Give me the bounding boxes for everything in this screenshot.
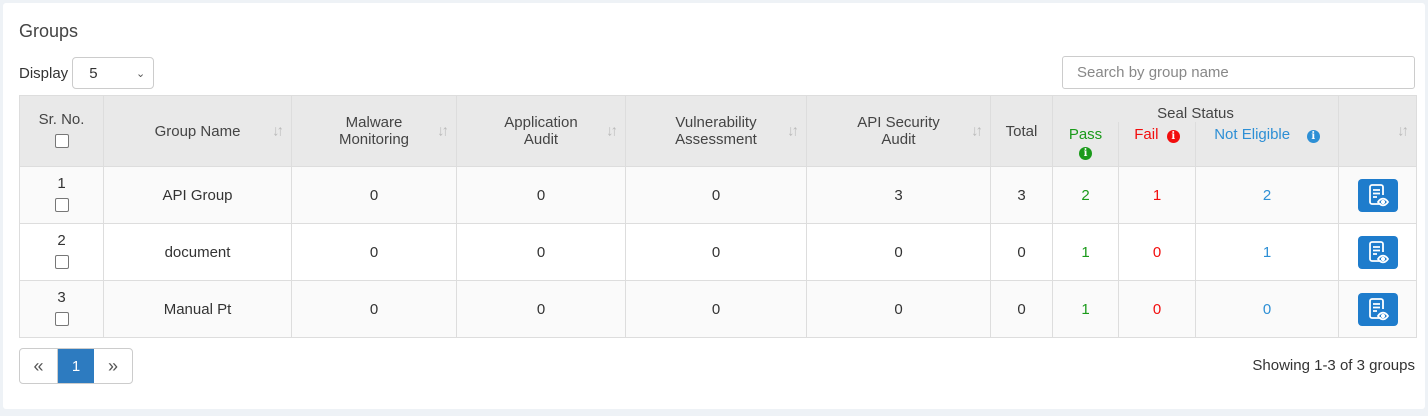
cell-application-audit: 0	[456, 166, 626, 224]
cell-application-audit: 0	[456, 223, 626, 281]
pagination-summary: Showing 1-3 of 3 groups	[1252, 357, 1415, 374]
pagination: « 1 »	[19, 348, 133, 384]
row-number: 3	[57, 288, 66, 306]
col-pass: Pass i	[1052, 121, 1119, 167]
sort-icon[interactable]: ↓↑	[971, 122, 983, 140]
cell-sr: 2	[19, 223, 104, 281]
document-view-icon	[1368, 241, 1389, 264]
cell-total: 0	[990, 223, 1053, 281]
row-checkbox[interactable]	[54, 254, 69, 269]
cell-fail: 1	[1118, 166, 1196, 224]
page-title: Groups	[19, 21, 79, 41]
col-sr-label: Sr. No.	[38, 110, 85, 128]
col-application-audit[interactable]: Application Audit ↓↑	[456, 95, 626, 167]
sort-icon[interactable]: ↓↑	[272, 122, 284, 140]
row-number: 1	[57, 174, 66, 192]
cell-api-security: 0	[806, 223, 991, 281]
sort-icon[interactable]: ↓↑	[787, 122, 799, 140]
fail-label: Fail	[1134, 125, 1159, 143]
row-checkbox[interactable]	[54, 311, 69, 326]
cell-not-eligible: 0	[1195, 280, 1339, 338]
cell-vulnerability: 0	[625, 280, 807, 338]
cell-not-eligible: 2	[1195, 166, 1339, 224]
cell-pass: 1	[1052, 223, 1119, 281]
not-eligible-label: Not Eligible	[1214, 125, 1291, 143]
sort-icon[interactable]: ↓↑	[437, 122, 449, 140]
next-page-button[interactable]: »	[107, 355, 118, 376]
col-seal-status: Seal Status	[1052, 95, 1339, 122]
col-label: Group Name	[154, 122, 241, 140]
col-fail: Fail i	[1118, 121, 1196, 167]
cell-sr: 3	[19, 280, 104, 338]
cell-total: 3	[990, 166, 1053, 224]
page-size-select[interactable]: 5 ⌄	[72, 57, 155, 89]
cell-group-name: API Group	[103, 166, 292, 224]
view-report-button[interactable]	[1357, 235, 1398, 269]
cell-application-audit: 0	[456, 280, 626, 338]
row-checkbox[interactable]	[54, 197, 69, 212]
cell-total: 0	[990, 280, 1053, 338]
page-1-button[interactable]: 1	[58, 349, 94, 383]
col-actions[interactable]: ↓↑	[1338, 95, 1417, 167]
prev-page-button[interactable]: «	[20, 349, 58, 383]
cell-actions	[1338, 223, 1417, 281]
col-group-name[interactable]: Group Name ↓↑	[103, 95, 292, 167]
cell-vulnerability: 0	[625, 166, 807, 224]
display-label: Display	[19, 64, 69, 82]
cell-group-name: Manual Pt	[103, 280, 292, 338]
page-size-value: 5	[89, 64, 98, 82]
cell-api-security: 0	[806, 280, 991, 338]
view-report-button[interactable]	[1357, 292, 1398, 326]
view-report-button[interactable]	[1357, 178, 1398, 212]
col-api-security[interactable]: API Security Audit ↓↑	[806, 95, 991, 167]
cell-vulnerability: 0	[625, 223, 807, 281]
col-total: Total	[990, 95, 1053, 167]
sort-icon[interactable]: ↓↑	[1397, 122, 1409, 140]
cell-sr: 1	[19, 166, 104, 224]
pass-label: Pass	[1068, 125, 1103, 143]
document-view-icon	[1368, 184, 1389, 207]
cell-actions	[1338, 280, 1417, 338]
document-view-icon	[1368, 298, 1389, 321]
cell-actions	[1338, 166, 1417, 224]
col-label: Malware Monitoring	[338, 114, 410, 148]
row-number: 2	[57, 231, 66, 249]
cell-malware: 0	[291, 166, 457, 224]
display-control: Display 5 ⌄	[19, 57, 155, 89]
col-vulnerability[interactable]: Vulnerability Assessment ↓↑	[625, 95, 807, 167]
table-row: 3 Manual Pt 0 0 0 0 0 1 0 0	[19, 280, 1417, 338]
col-label: API Security Audit	[857, 114, 940, 148]
info-icon[interactable]: i	[1306, 129, 1320, 143]
info-icon[interactable]: i	[1166, 129, 1180, 143]
table-row: 1 API Group 0 0 0 3 3 2 1 2	[19, 166, 1417, 224]
cell-group-name: document	[103, 223, 292, 281]
cell-malware: 0	[291, 280, 457, 338]
col-label: Vulnerability Assessment	[675, 114, 757, 148]
cell-malware: 0	[291, 223, 457, 281]
sort-icon[interactable]: ↓↑	[606, 122, 618, 140]
col-not-eligible: Not Eligible i	[1195, 121, 1339, 167]
col-label: Application Audit	[504, 114, 578, 148]
table-row: 2 document 0 0 0 0 0 1 0 1	[19, 223, 1417, 281]
info-icon[interactable]: i	[1079, 146, 1092, 160]
cell-fail: 0	[1118, 280, 1196, 338]
search-input[interactable]	[1062, 56, 1415, 89]
col-malware[interactable]: Malware Monitoring ↓↑	[291, 95, 457, 167]
groups-table: Sr. No. Group Name ↓↑ Malware Monitoring ↓…	[19, 95, 1417, 338]
cell-pass: 2	[1052, 166, 1119, 224]
groups-card: Groups Display 5⌄ Sr. No. Group Name↓↑ M…	[3, 3, 1425, 409]
cell-fail: 0	[1118, 223, 1196, 281]
cell-not-eligible: 1	[1195, 223, 1339, 281]
cell-api-security: 3	[806, 166, 991, 224]
chevron-down-icon: ⌄	[135, 67, 146, 80]
select-all-checkbox[interactable]	[54, 133, 69, 148]
cell-pass: 1	[1052, 280, 1119, 338]
col-sr: Sr. No.	[19, 95, 104, 167]
